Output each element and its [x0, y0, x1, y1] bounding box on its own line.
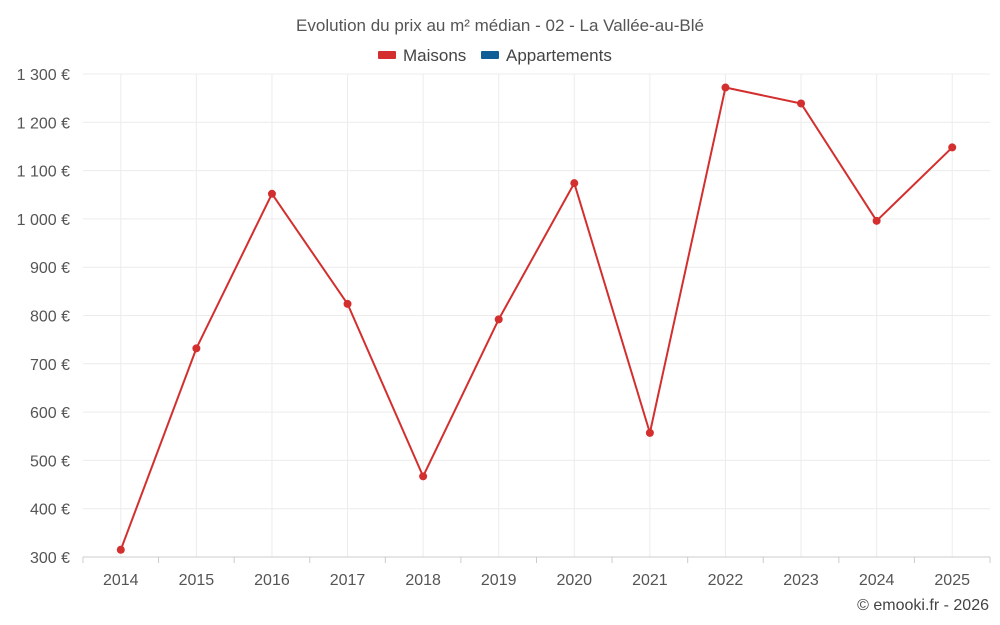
legend-swatch-maisons — [378, 51, 396, 59]
y-tick-label: 600 € — [30, 405, 70, 422]
y-tick-label: 800 € — [30, 309, 70, 326]
x-tick-label: 2020 — [556, 572, 592, 589]
y-tick-label: 1 100 € — [17, 164, 70, 181]
y-tick-label: 1 000 € — [17, 212, 70, 229]
credit-text: © emooki.fr - 2026 — [857, 597, 989, 614]
data-point-maisons — [797, 99, 806, 108]
x-axis: 2014 2015 2016 2017 2018 2019 2020 2021 2022 2023… — [82, 556, 991, 589]
data-point-maisons — [267, 189, 276, 198]
x-tick-label: 2015 — [179, 572, 215, 589]
data-point-maisons — [872, 216, 881, 225]
data-point-maisons — [343, 299, 352, 308]
y-tick-label: 1 300 € — [17, 67, 70, 84]
y-tick-label: 400 € — [30, 502, 70, 519]
data-point-maisons — [192, 344, 201, 353]
legend-item-appartements[interactable]: Appartements — [481, 46, 612, 65]
legend: Maisons Appartements — [378, 46, 612, 65]
plot-area — [116, 83, 957, 554]
y-tick-label: 300 € — [30, 550, 70, 567]
legend-swatch-appartements — [481, 51, 499, 59]
data-point-maisons — [116, 545, 125, 554]
chart-title: Evolution du prix au m² médian - 02 - La… — [296, 16, 704, 35]
y-axis: 300 € 400 € 500 € 600 € 700 € 800 € 900 € 1 000… — [17, 67, 70, 567]
legend-item-maisons[interactable]: Maisons — [378, 46, 466, 65]
data-point-maisons — [419, 472, 428, 481]
data-point-maisons — [721, 83, 730, 92]
data-point-maisons — [948, 143, 957, 152]
data-point-maisons — [570, 179, 579, 188]
legend-label-appartements: Appartements — [506, 46, 612, 65]
x-tick-label: 2014 — [103, 572, 139, 589]
y-tick-label: 500 € — [30, 453, 70, 470]
data-point-maisons — [494, 315, 503, 324]
x-tick-label: 2023 — [783, 572, 819, 589]
x-tick-label: 2021 — [632, 572, 668, 589]
x-tick-label: 2016 — [254, 572, 290, 589]
y-tick-label: 700 € — [30, 357, 70, 374]
y-tick-label: 1 200 € — [17, 115, 70, 132]
series-line-maisons — [119, 86, 953, 551]
x-tick-label: 2024 — [859, 572, 895, 589]
x-tick-label: 2018 — [405, 572, 441, 589]
legend-label-maisons: Maisons — [403, 46, 466, 65]
grid — [83, 73, 990, 557]
y-tick-label: 900 € — [30, 260, 70, 277]
x-tick-label: 2019 — [481, 572, 517, 589]
x-tick-label: 2017 — [330, 572, 366, 589]
x-tick-label: 2025 — [934, 572, 970, 589]
x-tick-label: 2022 — [708, 572, 744, 589]
data-point-maisons — [645, 428, 654, 437]
